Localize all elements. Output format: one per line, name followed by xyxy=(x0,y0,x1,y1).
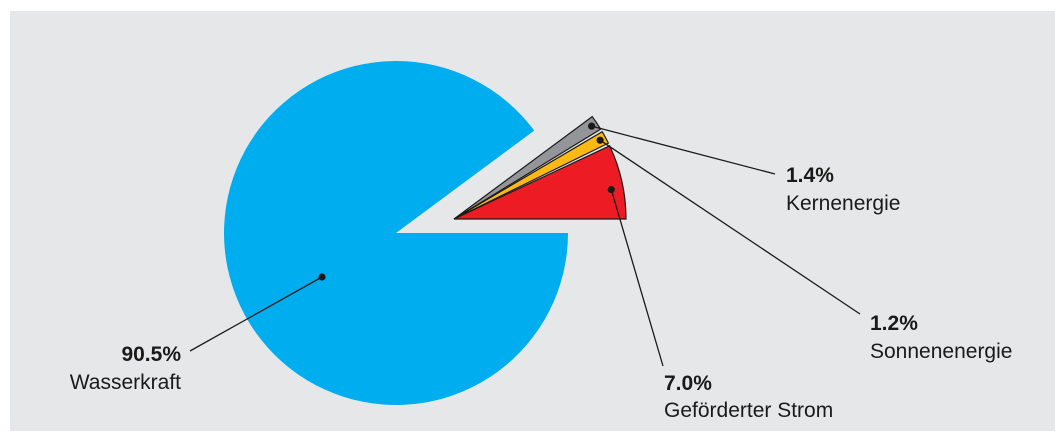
pie-chart: 90.5% Wasserkraft 7.0% Geförderter Strom… xyxy=(70,60,1013,422)
slice-wasserkraft xyxy=(223,60,568,406)
slice-labels: 90.5% Wasserkraft 7.0% Geförderter Strom… xyxy=(70,164,1013,422)
chart-background: 90.5% Wasserkraft 7.0% Geförderter Strom… xyxy=(10,11,1055,431)
label-name-sonnenenergie: Sonnenenergie xyxy=(870,340,1012,363)
label-value-kernenergie: 1.4% xyxy=(786,164,834,187)
label-name-wasserkraft: Wasserkraft xyxy=(70,371,181,394)
label-name-kernenergie: Kernenergie xyxy=(786,192,900,215)
leader-lines xyxy=(189,122,861,367)
label-value-gefoerderter-strom: 7.0% xyxy=(664,372,712,395)
label-value-sonnenenergie: 1.2% xyxy=(870,312,918,335)
leader-line-kernenergie xyxy=(591,125,776,175)
slice-sonnenenergie xyxy=(453,130,610,220)
pie-slices xyxy=(223,60,627,406)
leader-line-gefoerderter-strom xyxy=(610,189,664,367)
label-name-gefoerderter-strom: Geförderter Strom xyxy=(664,399,833,422)
leader-line-wasserkraft xyxy=(189,276,323,352)
leader-dot-gefoerderter-strom xyxy=(607,186,615,194)
leader-line-sonnenenergie xyxy=(599,139,861,315)
label-value-wasserkraft: 90.5% xyxy=(121,343,181,366)
